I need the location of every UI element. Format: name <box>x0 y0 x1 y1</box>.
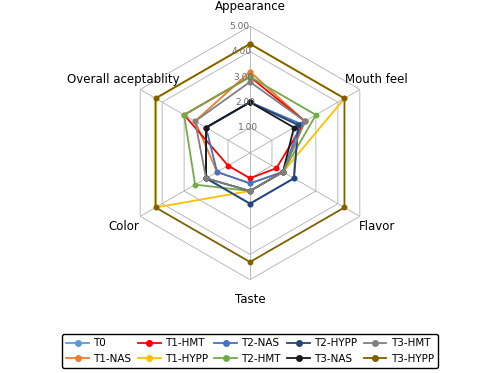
T2-NAS <box>203 125 209 130</box>
T1-HMT <box>247 176 253 181</box>
Line: T3-HYPP: T3-HYPP <box>154 42 346 264</box>
T3-HMT <box>247 80 253 84</box>
Line: T0: T0 <box>204 100 300 206</box>
T1-HYPP <box>342 96 347 101</box>
T3-HMT <box>192 119 198 123</box>
T2-NAS <box>247 181 253 186</box>
T3-HYPP <box>152 205 158 210</box>
T2-HYPP <box>203 125 209 130</box>
T2-HMT <box>280 170 286 174</box>
T3-NAS <box>203 176 209 181</box>
T1-HYPP <box>247 189 253 193</box>
T2-HMT <box>247 75 253 79</box>
T3-HYPP <box>152 96 158 101</box>
Text: 1.00: 1.00 <box>238 123 258 132</box>
T3-HYPP <box>342 96 347 101</box>
T3-HMT <box>203 176 209 181</box>
T2-NAS <box>280 170 286 174</box>
Line: T1-NAS: T1-NAS <box>193 69 307 186</box>
T2-HMT <box>247 75 253 79</box>
Line: T2-NAS: T2-NAS <box>204 100 302 186</box>
Line: T3-NAS: T3-NAS <box>204 100 296 193</box>
T2-NAS <box>214 170 220 174</box>
T2-HMT <box>181 113 187 117</box>
T2-NAS <box>247 100 253 104</box>
T0 <box>203 176 209 181</box>
T1-HMT <box>302 119 308 123</box>
T1-NAS <box>214 170 220 174</box>
T1-NAS <box>280 170 286 174</box>
Text: 5.00: 5.00 <box>229 22 249 31</box>
T1-HYPP <box>280 170 286 174</box>
T3-HYPP <box>247 42 253 46</box>
Line: T2-HYPP: T2-HYPP <box>204 100 300 206</box>
Text: 2.00: 2.00 <box>236 98 256 107</box>
T3-HMT <box>280 170 286 174</box>
T0 <box>247 100 253 104</box>
T0 <box>203 125 209 130</box>
T2-HYPP <box>247 201 253 206</box>
T1-HYPP <box>247 42 253 46</box>
T1-NAS <box>247 69 253 74</box>
T3-HYPP <box>247 42 253 46</box>
T2-NAS <box>247 100 253 104</box>
T1-HMT <box>181 113 187 117</box>
T2-NAS <box>298 122 304 126</box>
T3-NAS <box>203 125 209 130</box>
T1-HMT <box>274 166 280 170</box>
Line: T1-HMT: T1-HMT <box>182 75 307 181</box>
Line: T2-HMT: T2-HMT <box>182 75 318 193</box>
T2-HYPP <box>296 123 302 127</box>
T1-NAS <box>302 119 308 123</box>
T1-NAS <box>247 69 253 74</box>
T3-NAS <box>247 100 253 104</box>
T3-NAS <box>247 100 253 104</box>
T1-HMT <box>247 75 253 79</box>
T0 <box>291 176 297 181</box>
T2-HYPP <box>291 176 297 181</box>
T3-NAS <box>291 125 297 130</box>
T1-NAS <box>192 119 198 123</box>
T3-NAS <box>247 189 253 193</box>
T3-HYPP <box>342 205 347 210</box>
T2-HYPP <box>203 176 209 181</box>
T0 <box>247 201 253 206</box>
T2-HMT <box>247 189 253 193</box>
T1-HMT <box>225 163 231 168</box>
T1-HYPP <box>152 96 158 101</box>
T1-NAS <box>247 181 253 186</box>
T1-HMT <box>247 75 253 79</box>
T0 <box>247 100 253 104</box>
T3-HMT <box>247 189 253 193</box>
Text: 4.00: 4.00 <box>231 47 251 56</box>
T3-HYPP <box>247 260 253 264</box>
T1-HYPP <box>152 205 158 210</box>
T2-HYPP <box>247 100 253 104</box>
T2-HMT <box>192 182 198 187</box>
T1-HYPP <box>247 42 253 46</box>
T3-HMT <box>247 80 253 84</box>
T3-HMT <box>302 119 308 123</box>
T2-HYPP <box>247 100 253 104</box>
Line: T3-HMT: T3-HMT <box>193 80 307 193</box>
Line: T1-HYPP: T1-HYPP <box>154 42 346 210</box>
T3-NAS <box>280 170 286 174</box>
T2-HMT <box>313 113 319 117</box>
T0 <box>296 123 302 127</box>
Text: 3.00: 3.00 <box>234 73 254 82</box>
Legend: T0, T1-NAS, T1-HMT, T1-HYPP, T2-NAS, T2-HMT, T2-HYPP, T3-NAS, T3-HMT, T3-HYPP: T0, T1-NAS, T1-HMT, T1-HYPP, T2-NAS, T2-… <box>62 334 438 368</box>
